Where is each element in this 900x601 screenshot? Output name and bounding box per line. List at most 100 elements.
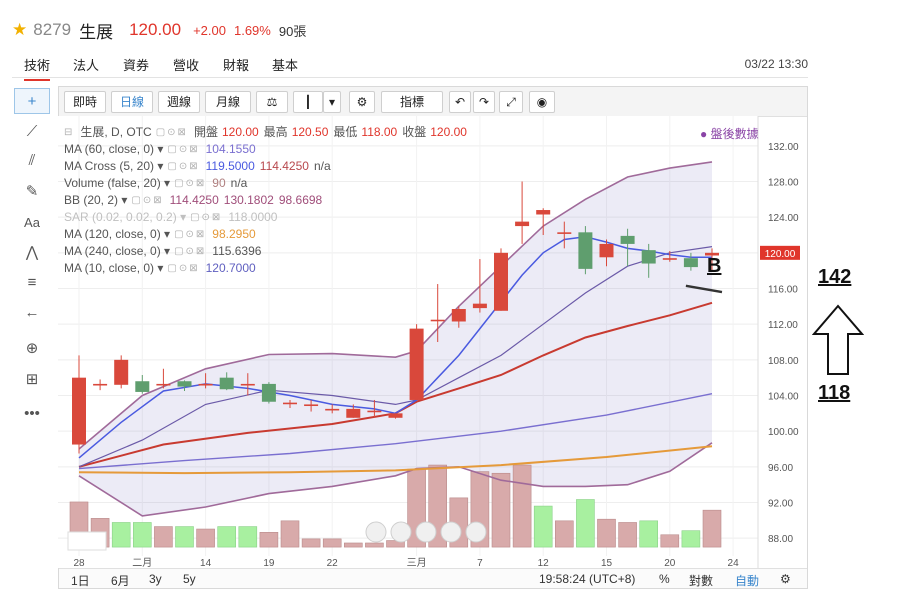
indicator-tools-icon[interactable]: ▢⊙⊠ — [190, 212, 223, 223]
candle-body — [177, 381, 192, 387]
range-5y[interactable]: 5y — [183, 572, 196, 586]
fib-icon[interactable]: ≡ — [27, 274, 37, 291]
y-tick-label: 96.00 — [768, 463, 793, 474]
camera-icon[interactable]: ◉ — [529, 91, 555, 113]
tab-revenue[interactable]: 營收 — [173, 58, 200, 73]
volume-bar — [533, 505, 553, 548]
indicator-button[interactable]: 指標 — [381, 91, 443, 113]
indicator-tools-icon[interactable]: ▢⊙⊠ — [167, 161, 200, 172]
log-toggle[interactable]: 對數 — [689, 574, 714, 588]
indicator-row: MA (240, close, 0) ▾ ▢⊙⊠ 115.6396 — [64, 243, 472, 260]
stock-price: 120.00 — [129, 20, 182, 39]
percent-toggle[interactable]: % — [659, 572, 670, 586]
y-tick-label: 128.00 — [768, 178, 799, 189]
volume-text: 90張 — [278, 23, 307, 39]
close-value: 120.00 — [430, 125, 467, 139]
period-daily-button[interactable]: 日線 — [111, 91, 153, 113]
tab-technical[interactable]: 技術 — [24, 55, 51, 81]
volume-bar — [343, 542, 363, 548]
indicator-tools-icon[interactable]: ▢⊙⊠ — [174, 246, 207, 257]
candle-body — [219, 377, 234, 390]
period-weekly-button[interactable]: 週線 — [158, 91, 200, 113]
price-chart[interactable]: 88.00 92.00 96.00 100.00 104.00 108.00 112.00 1… — [58, 116, 808, 568]
tab-margin[interactable]: 資券 — [123, 58, 150, 73]
x-tick-label: 7 — [477, 558, 483, 568]
legend-tools-icon[interactable]: ▢⊙⊠ — [155, 127, 188, 138]
candle-body — [620, 235, 635, 244]
crosshair-icon[interactable]: + — [14, 88, 50, 114]
drawing-toolbar: + ⟋ ⫽ ✎ Aa ⋀ ≡ ← ⊕ ⊞ ••• — [14, 86, 52, 436]
period-monthly-button[interactable]: 月線 — [205, 91, 251, 113]
star-icon[interactable]: ★ — [12, 20, 28, 39]
indicator-tools-icon[interactable]: ▢⊙⊠ — [167, 263, 200, 274]
last-price-tag — [760, 245, 800, 260]
indicator-tools-icon[interactable]: ▢⊙⊠ — [167, 144, 200, 155]
line-icon[interactable]: ⟋ — [26, 123, 38, 140]
range-1d[interactable]: 1日 — [71, 574, 90, 588]
settings-icon[interactable]: ⚙ — [349, 91, 375, 113]
range-6m[interactable]: 6月 — [111, 574, 130, 588]
volume-bar — [238, 526, 258, 548]
indicator-tools-icon[interactable]: ▢⊙⊠ — [174, 229, 207, 240]
redo-icon[interactable]: ↷ — [473, 91, 495, 113]
text-tool[interactable]: Aa — [24, 215, 40, 230]
close-label: 收盤 — [402, 125, 427, 139]
indicator-value: 130.1802 — [223, 193, 274, 207]
pattern-icon[interactable]: ⋀ — [25, 244, 39, 261]
y-tick-label: 116.00 — [768, 285, 798, 296]
indicator-row: BB (20, 2) ▾ ▢⊙⊠ 114.4250 130.1802 98.6698 — [64, 192, 472, 209]
zoom-icon[interactable]: ⊕ — [25, 340, 39, 357]
after-hours-data[interactable]: ● 盤後數據 — [700, 127, 759, 141]
collapse-icon[interactable]: ⊟ — [64, 127, 75, 138]
tab-institutional[interactable]: 法人 — [73, 58, 100, 73]
marker-line — [685, 284, 723, 294]
indicator-rows: MA (60, close, 0) ▾ ▢⊙⊠ 104.1550 MA Cross (… — [64, 141, 472, 277]
indicator-tools-icon[interactable]: ▢⊙⊠ — [174, 178, 207, 189]
volume-bar — [365, 542, 384, 548]
candle-body — [409, 328, 424, 400]
indicator-label: MA (240, close, 0) ▾ — [64, 244, 171, 258]
annotation-target: 142 — [818, 266, 852, 288]
fullscreen-icon[interactable]: ⤢ — [499, 91, 523, 113]
period-realtime-button[interactable]: 即時 — [64, 91, 106, 113]
tab-basic[interactable]: 基本 — [272, 58, 299, 73]
range-3y[interactable]: 3y — [149, 572, 162, 586]
dropdown-icon[interactable]: ▾ — [323, 91, 341, 113]
x-tick-label: 24 — [728, 558, 740, 568]
candle-body — [705, 252, 719, 256]
scroll-button — [465, 521, 487, 543]
x-tick-label: 12 — [538, 558, 550, 568]
arrow-left-icon[interactable]: ← — [24, 304, 40, 321]
high-value: 120.50 — [291, 125, 329, 139]
candle-body — [240, 383, 255, 386]
indicator-value: 114.4250 — [259, 159, 309, 173]
gear-icon[interactable]: ⚙ — [780, 572, 791, 586]
candle-body — [557, 232, 572, 234]
indicator-label: 指標 — [399, 95, 424, 109]
candle-body — [346, 408, 361, 418]
indicator-tools-icon[interactable]: ▢⊙⊠ — [131, 195, 164, 206]
clock-time: 19:58:24 (UTC+8) — [539, 572, 636, 586]
annotation-base: 118 — [818, 382, 851, 404]
auto-toggle[interactable]: 自動 — [735, 574, 760, 588]
brush-icon[interactable]: ✎ — [25, 183, 39, 200]
scale-icon[interactable]: ⚖ — [256, 91, 288, 113]
bottom-bar: 1日 6月 3y 5y 19:58:24 (UTC+8) % 對數 自動 ⚙ — [59, 568, 807, 588]
candle-body — [114, 359, 129, 385]
more-icon[interactable]: ••• — [24, 405, 40, 422]
undo-icon[interactable]: ↶ — [449, 91, 471, 113]
low-label: 最低 — [333, 125, 358, 139]
candle-body — [599, 243, 614, 258]
candlestick-icon[interactable]: ┃ — [293, 91, 323, 113]
fork-icon[interactable]: ⫽ — [28, 152, 36, 169]
bollinger-band-fill — [79, 161, 712, 516]
indicator-value: 90 — [212, 176, 226, 190]
candle-body — [198, 383, 213, 386]
ruler-icon[interactable]: ⊞ — [25, 371, 39, 388]
tab-financials[interactable]: 財報 — [223, 58, 250, 73]
y-tick-label: 112.00 — [768, 320, 798, 331]
indicator-label: MA (120, close, 0) ▾ — [64, 227, 171, 241]
candle-body — [93, 383, 108, 386]
indicator-row: MA Cross (5, 20) ▾ ▢⊙⊠ 119.5000 114.4250 n/a — [64, 158, 472, 175]
main-series-label: 生展, D, OTC — [80, 125, 152, 139]
